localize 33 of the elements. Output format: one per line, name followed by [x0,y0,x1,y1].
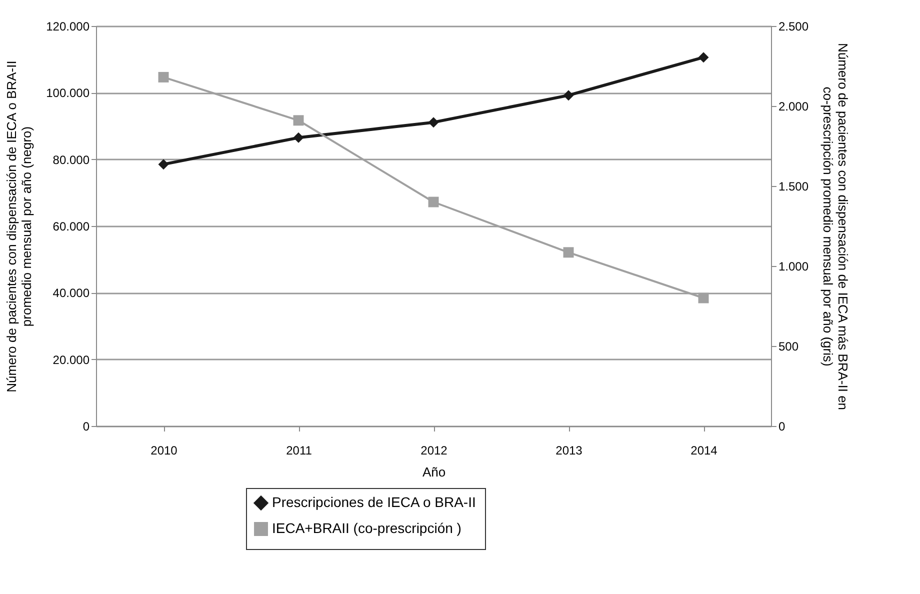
x-tick-label: 2011 [286,444,312,458]
point [698,292,709,304]
legend-label: Prescripciones de IECA o BRA-II [272,494,476,510]
y-tick-label: 0 [82,420,90,434]
point [563,90,574,101]
y-tick-label: 20.000 [52,352,90,367]
y-tick-label: 60.000 [52,220,90,234]
y2-tick-label: 2.500 [778,20,809,34]
point [158,72,169,82]
y-tick-label: 100.000 [46,86,90,100]
y-tick-label: 120.000 [46,20,90,34]
x-tick-label: 2010 [150,444,178,458]
x-tick-label: 2013 [556,444,583,458]
x-tick-label: 2014 [690,444,718,458]
point [563,247,574,258]
point [698,52,709,63]
y2-tick-label: 1.500 [778,180,809,194]
y2-tick-label: 500 [778,340,799,354]
point [158,159,169,170]
y2-tick-label: 1.000 [778,260,809,274]
point [428,196,439,208]
y2-tick-label: 0 [778,420,786,434]
legend-label: IECA+BRAII (co-prescripción ) [272,520,462,536]
point [293,132,304,143]
point [428,117,439,128]
y-axis-title: Número de pacientes con dispensación de IECA o BRA-II promedio mensual por año (negro) [4,60,34,392]
x-axis-title: Año [422,464,446,480]
y2-axis-title: Número de pacientes con dispensación de IECA más BRA-II en co-prescripción promedio mensual por año (gris) [820,42,851,410]
y2-tick-label: 2.000 [778,100,809,114]
x-tick-label: 2012 [420,444,448,458]
y-tick-label: 80.000 [52,152,90,167]
y-tick-label: 40.000 [52,286,90,300]
point [293,115,304,126]
